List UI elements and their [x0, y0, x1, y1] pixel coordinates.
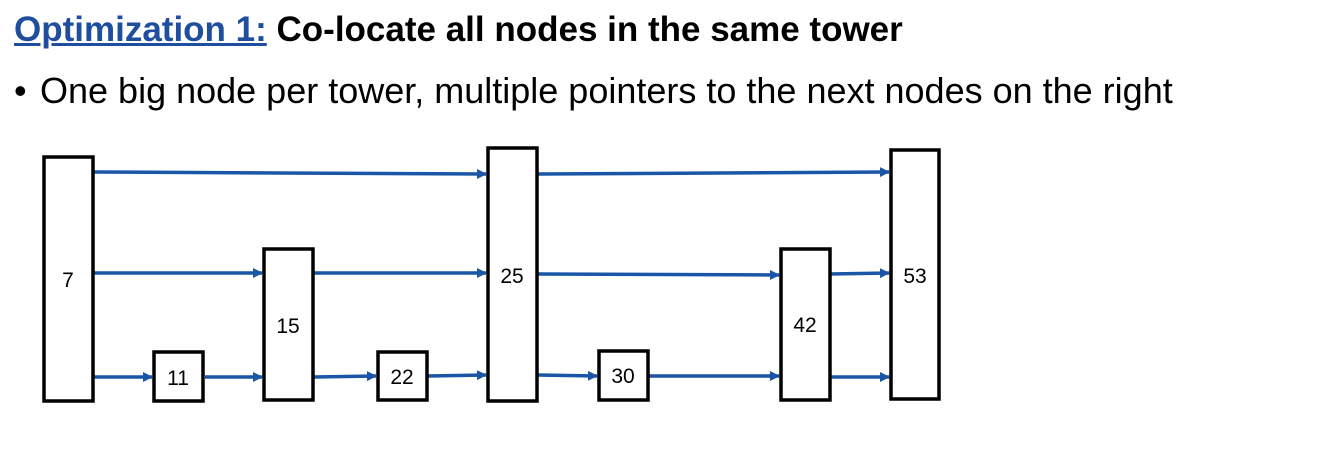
node-42-label: 42 — [793, 314, 816, 337]
node-53-box — [889, 148, 941, 401]
node-11-label: 11 — [167, 367, 189, 390]
node-22-label: 22 — [390, 366, 413, 389]
node-30-label: 30 — [611, 365, 634, 388]
pointer-25-to-30-level-1 — [537, 370, 598, 381]
node-11: 11 — [152, 350, 205, 403]
pointer-25-to-42-level-2 — [537, 269, 780, 280]
node-22: 22 — [376, 350, 429, 402]
node-30-box — [597, 349, 650, 402]
node-30: 30 — [597, 349, 650, 402]
node-7-label: 7 — [62, 269, 74, 292]
pointer-7-to-25-level-3 — [93, 168, 487, 179]
node-53-label: 53 — [903, 265, 926, 288]
bullet-text: One big node per tower, multiple pointer… — [40, 70, 1173, 111]
node-42: 42 — [779, 247, 832, 402]
title-prefix: Optimization 1: — [14, 10, 267, 49]
node-22-box — [376, 350, 429, 402]
pointer-25-to-53-level-3 — [537, 167, 890, 178]
pointer-15-to-22-level-1 — [313, 371, 377, 382]
title-text: Co-locate all nodes in the same tower — [276, 10, 903, 49]
node-42-box — [779, 247, 832, 402]
pointer-42-to-53-level-2 — [829, 268, 890, 279]
node-15: 15 — [262, 247, 315, 402]
node-53: 53 — [889, 148, 941, 401]
slide-title: Optimization 1: Co-locate all nodes in t… — [14, 10, 903, 50]
node-25: 25 — [486, 146, 539, 403]
bullet-point: • One big node per tower, multiple pointe… — [14, 70, 1173, 112]
node-7-box — [42, 155, 95, 403]
node-15-label: 15 — [276, 315, 299, 338]
node-7: 7 — [42, 155, 95, 403]
pointer-22-to-25-level-1 — [427, 370, 487, 381]
pointer-arrows — [93, 167, 890, 382]
node-25-box — [486, 146, 539, 403]
node-15-box — [262, 247, 315, 402]
node-11-box — [152, 350, 205, 403]
bullet-symbol: • — [14, 70, 27, 111]
node-25-label: 25 — [500, 265, 523, 288]
